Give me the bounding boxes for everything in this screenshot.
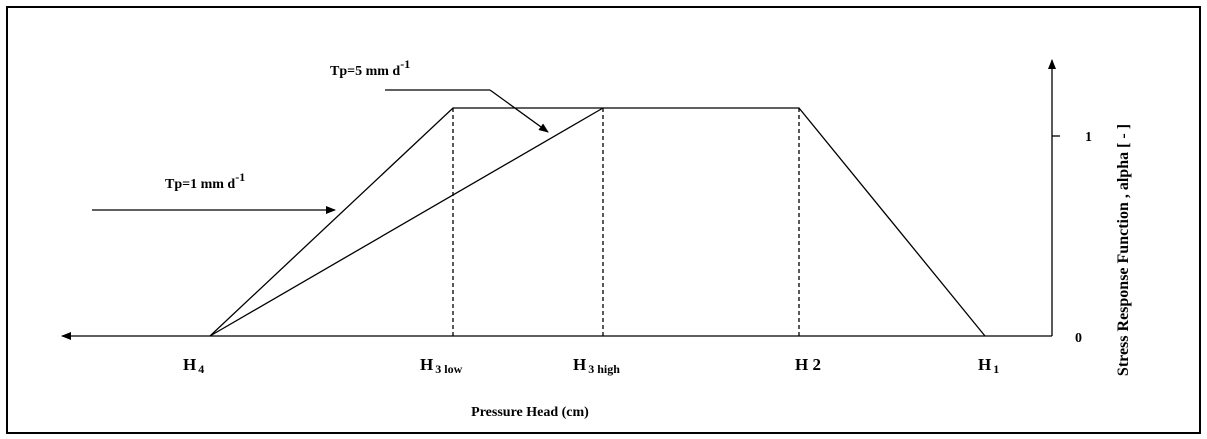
frame: [6, 6, 1201, 434]
x-label: H 2: [795, 355, 821, 374]
response-curve-high: [209, 107, 604, 337]
y-label: 1: [1085, 130, 1092, 145]
y-label: 0: [1075, 331, 1082, 346]
response-curve-low: [209, 107, 986, 337]
y-axis-label: Stress Response Function , alpha [ - ]: [1115, 124, 1132, 376]
annotation: Tp=1 mm d-1: [165, 170, 245, 192]
dashed-guides: [452, 108, 800, 336]
annotation-arrow: [489, 89, 549, 133]
x-axis-label: Pressure Head (cm): [471, 405, 589, 420]
annotation: Tp=5 mm d-1: [330, 57, 410, 79]
